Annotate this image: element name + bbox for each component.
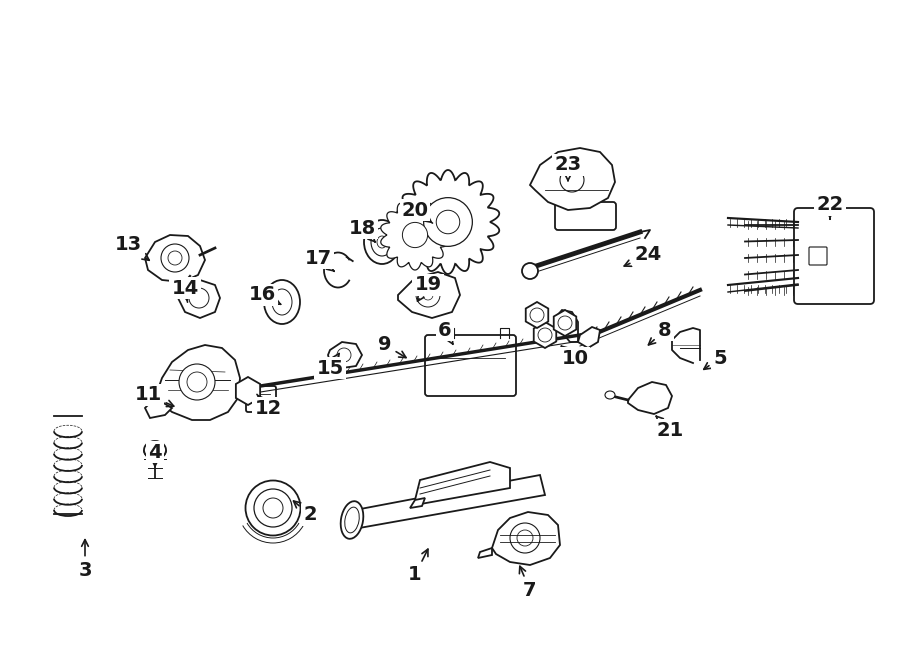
FancyBboxPatch shape bbox=[555, 202, 616, 230]
Ellipse shape bbox=[144, 441, 166, 459]
Ellipse shape bbox=[341, 501, 364, 539]
Circle shape bbox=[416, 283, 440, 307]
Text: 19: 19 bbox=[414, 276, 442, 301]
Polygon shape bbox=[410, 498, 425, 508]
Text: 5: 5 bbox=[704, 348, 727, 369]
Circle shape bbox=[402, 222, 428, 248]
Circle shape bbox=[538, 328, 552, 342]
FancyBboxPatch shape bbox=[246, 386, 276, 412]
Circle shape bbox=[560, 168, 584, 192]
Text: 1: 1 bbox=[409, 549, 428, 584]
Text: 24: 24 bbox=[625, 245, 662, 266]
Ellipse shape bbox=[371, 228, 393, 256]
Polygon shape bbox=[578, 327, 600, 348]
Polygon shape bbox=[348, 475, 545, 530]
Text: 22: 22 bbox=[816, 196, 843, 219]
Ellipse shape bbox=[264, 280, 300, 324]
Text: 11: 11 bbox=[134, 385, 174, 407]
Polygon shape bbox=[415, 462, 510, 505]
Ellipse shape bbox=[345, 507, 359, 533]
Text: 15: 15 bbox=[317, 354, 344, 377]
Text: 9: 9 bbox=[378, 336, 406, 358]
Circle shape bbox=[161, 244, 189, 272]
Text: 4: 4 bbox=[148, 442, 162, 467]
Circle shape bbox=[517, 530, 533, 546]
Circle shape bbox=[522, 263, 538, 279]
Circle shape bbox=[337, 348, 351, 362]
Polygon shape bbox=[155, 345, 240, 420]
FancyBboxPatch shape bbox=[809, 247, 827, 265]
Ellipse shape bbox=[272, 289, 292, 315]
Circle shape bbox=[189, 288, 209, 308]
Circle shape bbox=[510, 523, 540, 553]
Polygon shape bbox=[398, 272, 460, 318]
Circle shape bbox=[558, 316, 572, 330]
Text: 6: 6 bbox=[438, 321, 453, 344]
Text: 17: 17 bbox=[304, 249, 334, 272]
Ellipse shape bbox=[605, 391, 615, 399]
Polygon shape bbox=[145, 235, 205, 282]
Polygon shape bbox=[145, 398, 172, 418]
Polygon shape bbox=[397, 170, 500, 274]
Ellipse shape bbox=[364, 220, 400, 264]
Text: 21: 21 bbox=[656, 416, 684, 440]
Circle shape bbox=[424, 198, 472, 247]
Text: 12: 12 bbox=[255, 395, 282, 418]
Text: 14: 14 bbox=[171, 278, 199, 302]
Text: 20: 20 bbox=[401, 200, 433, 223]
Text: 8: 8 bbox=[648, 321, 671, 345]
Polygon shape bbox=[492, 512, 560, 565]
Ellipse shape bbox=[246, 481, 301, 535]
Polygon shape bbox=[381, 200, 449, 270]
Polygon shape bbox=[178, 280, 220, 318]
Text: 7: 7 bbox=[519, 566, 536, 600]
Text: 10: 10 bbox=[562, 346, 589, 368]
Ellipse shape bbox=[377, 236, 387, 248]
Polygon shape bbox=[328, 342, 362, 368]
Circle shape bbox=[436, 210, 460, 234]
Polygon shape bbox=[628, 382, 672, 414]
Ellipse shape bbox=[254, 489, 292, 527]
Text: 2: 2 bbox=[293, 501, 317, 524]
Polygon shape bbox=[530, 148, 615, 210]
Polygon shape bbox=[478, 548, 492, 558]
Text: 3: 3 bbox=[78, 539, 92, 580]
Text: 18: 18 bbox=[348, 219, 375, 242]
Circle shape bbox=[179, 364, 215, 400]
Circle shape bbox=[423, 290, 433, 300]
Ellipse shape bbox=[263, 498, 283, 518]
Circle shape bbox=[530, 308, 544, 322]
Polygon shape bbox=[555, 310, 578, 342]
Text: 16: 16 bbox=[248, 286, 281, 305]
FancyBboxPatch shape bbox=[425, 335, 516, 396]
FancyBboxPatch shape bbox=[794, 208, 874, 304]
Circle shape bbox=[168, 251, 182, 265]
Text: 23: 23 bbox=[554, 155, 581, 180]
Text: 13: 13 bbox=[114, 235, 149, 260]
Circle shape bbox=[187, 372, 207, 392]
